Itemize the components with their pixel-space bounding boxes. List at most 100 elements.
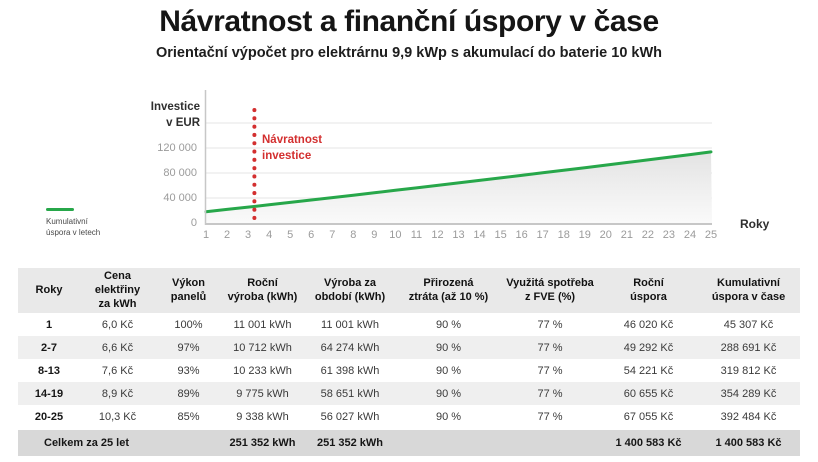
- x-tick-label: 14: [473, 229, 486, 241]
- table-cell: 354 289 Kč: [720, 387, 777, 400]
- table-cell: [397, 428, 500, 457]
- table-cell: 251 352 kWh: [222, 428, 303, 457]
- x-tick-label: 4: [266, 229, 273, 241]
- table-cell: 77 %: [537, 318, 563, 331]
- x-tick-label: 9: [371, 229, 378, 241]
- table-cell: 45 307 Kč: [723, 318, 774, 331]
- table-row: 2-7 6,6 Kč 97% 10 712 kWh 64 274 kWh 90 % 77 %…: [18, 336, 800, 360]
- y-tick-label: 0: [190, 217, 197, 229]
- table-cell: 49 292 Kč: [623, 341, 674, 354]
- table-cell: [155, 428, 222, 457]
- table-cell: 77 %: [537, 364, 563, 377]
- total-row-label: Celkem za 25 let: [18, 428, 155, 457]
- x-tick-label: 3: [245, 229, 252, 241]
- y-tick-label: 80 000: [163, 167, 197, 179]
- x-tick-label: 19: [578, 229, 591, 241]
- table-cell: 67 055 Kč: [623, 410, 674, 423]
- savings-line: [204, 150, 713, 214]
- table-cell: 1: [45, 318, 53, 331]
- table-cell: 97%: [177, 341, 200, 354]
- column-header: Roční úspora: [600, 268, 697, 314]
- table-cell: 8-13: [37, 364, 61, 377]
- table-cell: 11 001 kWh: [233, 318, 292, 331]
- x-tick-label: 2: [223, 229, 231, 241]
- y-tick-label: 120 000: [157, 142, 197, 154]
- page-subtitle: Orientační výpočet pro elektrárnu 9,9 kW…: [155, 45, 663, 61]
- table-total-row: Celkem za 25 let 251 352 kWh 251 352 kWh 1 …: [18, 428, 800, 457]
- table-cell: 90 %: [435, 318, 462, 331]
- table-cell: 6,0 Kč: [101, 318, 134, 331]
- table-row: 1 6,0 Kč 100% 11 001 kWh 11 001 kWh 90 % 77 % 4…: [18, 313, 800, 336]
- column-header: Roční výroba (kWh): [222, 268, 303, 314]
- table-cell: 9 775 kWh: [236, 387, 289, 400]
- table-cell: 90 %: [435, 341, 462, 354]
- x-tick-label: 12: [431, 229, 444, 241]
- table-cell: 14-19: [34, 387, 64, 400]
- column-header: Využitá spotřeba z FVE (%): [500, 268, 600, 314]
- table-cell: 64 274 kWh: [320, 341, 380, 354]
- page-title: Návratnost a finanční úspory v čase: [159, 5, 659, 38]
- table-cell: [500, 428, 600, 457]
- x-tick-label: 1: [202, 229, 210, 241]
- legend-label: Kumulativní úspora v letech: [46, 217, 101, 238]
- x-tick-label: 7: [329, 229, 336, 241]
- y-tick-label: 40 000: [163, 192, 197, 204]
- x-tick-label: 17: [536, 229, 549, 241]
- results-table: Roky Cena elektřiny za kWh Výkon panelů Roč…: [18, 268, 800, 457]
- table-cell: 288 691 Kč: [720, 341, 777, 354]
- x-tick-label: 16: [515, 229, 528, 241]
- column-header: Výroba za období (kWh): [303, 268, 397, 314]
- table-cell: 1 400 583 Kč: [600, 428, 697, 457]
- table-cell: 77 %: [537, 341, 563, 354]
- x-tick-label: 8: [350, 229, 357, 241]
- x-tick-label: 11: [410, 229, 423, 241]
- x-tick-label: 13: [452, 229, 465, 241]
- x-tick-label: 23: [662, 229, 676, 241]
- x-tick-label: 22: [641, 229, 654, 241]
- table-cell: 100%: [174, 318, 203, 331]
- results-table-wrap: Roky Cena elektřiny za kWh Výkon panelů Roč…: [18, 268, 800, 457]
- column-header: Cena elektřiny za kWh: [80, 268, 155, 314]
- x-tick-label: 20: [599, 229, 612, 241]
- table-header-row: Roky Cena elektřiny za kWh Výkon panelů Roč…: [18, 268, 800, 314]
- column-header: Výkon panelů: [155, 268, 222, 314]
- table-cell: 89%: [177, 387, 200, 400]
- x-tick-label: 10: [389, 229, 402, 241]
- table-cell: 61 398 kWh: [320, 364, 380, 377]
- legend-line-swatch: [46, 208, 74, 211]
- table-cell: 77 %: [537, 410, 563, 423]
- x-tick-label: 15: [494, 229, 507, 241]
- table-cell: 319 812 Kč: [720, 364, 777, 377]
- column-header: Kumulativní úspora v čase: [697, 268, 800, 314]
- table-cell: 392 484 Kč: [720, 410, 777, 423]
- x-tick-label: 24: [683, 229, 697, 241]
- table-cell: 90 %: [435, 387, 462, 400]
- column-header: Přirozená ztráta (až 10 %): [397, 268, 500, 314]
- table-cell: 10 233 kWh: [233, 364, 292, 377]
- x-tick-label: 6: [308, 229, 315, 241]
- table-cell: 7,6 Kč: [101, 364, 134, 377]
- table-cell: 90 %: [435, 364, 462, 377]
- table-cell: 60 655 Kč: [623, 387, 674, 400]
- payback-annotation: Návratnost investice: [262, 134, 323, 163]
- table-cell: 10,3 Kč: [98, 410, 137, 423]
- table-cell: 58 651 kWh: [320, 387, 380, 400]
- savings-chart-svg: [204, 90, 713, 228]
- table-row: 14-19 8,9 Kč 89% 9 775 kWh 58 651 kWh 90 % 77 …: [18, 382, 800, 406]
- table-cell: 9 338 kWh: [236, 410, 289, 423]
- x-axis-title: Roky: [740, 217, 770, 231]
- table-cell: 54 221 Kč: [623, 364, 674, 377]
- chart-legend: Kumulativní úspora v letech: [46, 208, 136, 238]
- table-row: 20-25 10,3 Kč 85% 9 338 kWh 56 027 kWh 90 % 77…: [18, 405, 800, 429]
- table-cell: 2-7: [41, 341, 57, 354]
- y-axis-title: Investice v EUR: [150, 101, 200, 129]
- table-cell: 93%: [177, 364, 200, 377]
- table-cell: 11 001 kWh: [321, 318, 379, 331]
- table-cell: 56 027 kWh: [320, 410, 380, 423]
- savings-area: [205, 151, 712, 223]
- table-cell: 20-25: [34, 410, 64, 423]
- table-cell: 1 400 583 Kč: [697, 428, 800, 457]
- table-cell: 90 %: [435, 410, 462, 423]
- column-header: Roky: [18, 268, 80, 314]
